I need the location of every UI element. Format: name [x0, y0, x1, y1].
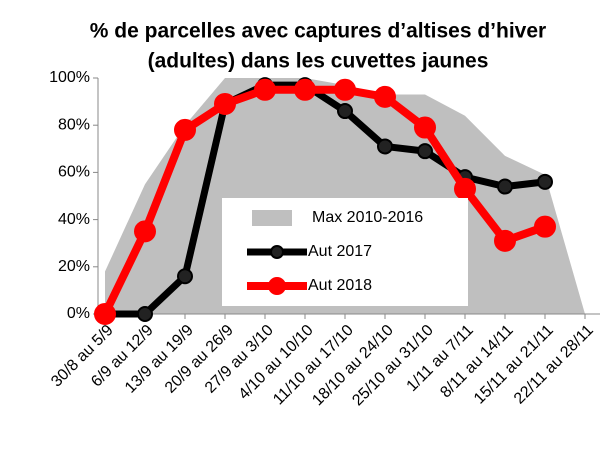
- marker: [214, 92, 236, 115]
- marker: [534, 215, 556, 238]
- y-tick-label: 80%: [58, 116, 90, 133]
- marker: [417, 143, 433, 160]
- marker: [174, 118, 196, 141]
- y-tick-label: 40%: [58, 211, 90, 228]
- marker: [414, 116, 436, 139]
- marker: [134, 220, 156, 243]
- marker: [497, 178, 513, 195]
- y-tick-label: 20%: [58, 258, 90, 275]
- legend-swatch: [268, 277, 286, 295]
- marker: [374, 85, 396, 108]
- marker: [537, 173, 553, 190]
- marker: [294, 78, 316, 101]
- marker: [377, 138, 393, 155]
- legend-swatch: [252, 210, 292, 226]
- legend-label: Aut 2017: [308, 243, 372, 260]
- legend-swatch: [270, 245, 284, 259]
- marker: [337, 103, 353, 120]
- marker: [177, 268, 193, 285]
- marker: [494, 229, 516, 252]
- marker: [254, 78, 276, 101]
- marker: [334, 78, 356, 101]
- legend: Max 2010-2016 Aut 2017 Aut 2018: [222, 198, 468, 306]
- legend-label: Max 2010-2016: [312, 209, 423, 226]
- marker: [454, 177, 476, 200]
- marker: [94, 303, 116, 325]
- chart-title: (adultes) dans les cuvettes jaunes: [148, 50, 489, 73]
- y-tick-label: 60%: [58, 164, 90, 181]
- y-tick-label: 100%: [49, 69, 90, 86]
- y-tick-label: 0%: [67, 305, 90, 322]
- chart-title: % de parcelles avec captures d’altises d…: [90, 20, 546, 43]
- legend-label: Aut 2018: [308, 277, 372, 294]
- marker: [137, 306, 153, 322]
